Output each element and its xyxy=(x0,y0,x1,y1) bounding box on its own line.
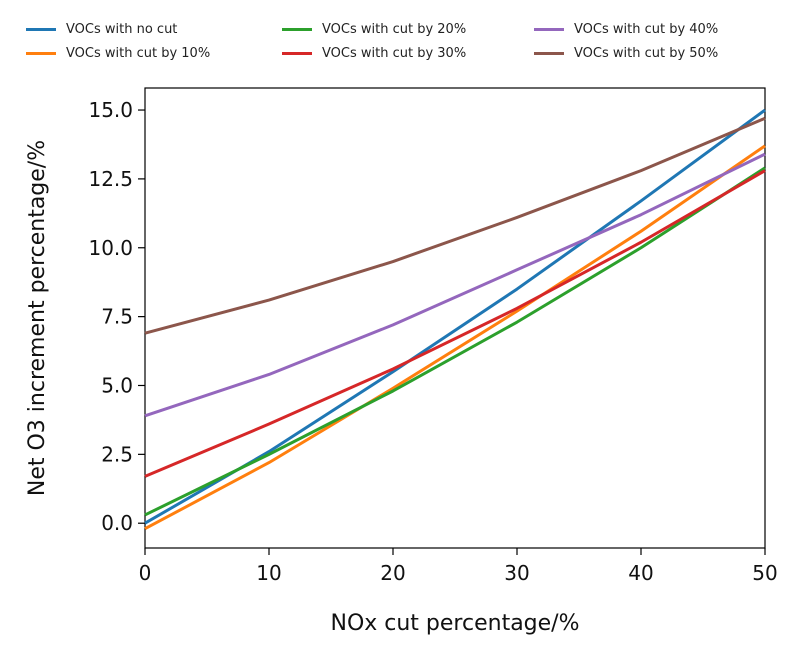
legend-item-cut-20: VOCs with cut by 20% xyxy=(276,18,528,40)
x-tick-label-3: 30 xyxy=(504,561,529,585)
series-line-4 xyxy=(144,152,766,418)
y-tick-label-6: 15.0 xyxy=(88,98,133,122)
legend-swatch-cut-10 xyxy=(26,51,56,55)
series-line-5 xyxy=(144,116,766,335)
legend-item-cut-10: VOCs with cut by 10% xyxy=(20,42,276,64)
legend: VOCs with no cut VOCs with cut by 20% VO… xyxy=(20,18,780,64)
x-tick-label-1: 10 xyxy=(256,561,281,585)
legend-swatch-cut-40 xyxy=(534,27,564,31)
y-axis-title: Net O3 increment percentage/% xyxy=(25,140,50,496)
legend-item-cut-40: VOCs with cut by 40% xyxy=(528,18,758,40)
x-tick-label-0: 0 xyxy=(139,561,152,585)
legend-swatch-cut-50 xyxy=(534,51,564,55)
legend-item-cut-50: VOCs with cut by 50% xyxy=(528,42,758,64)
y-tick-label-2: 5.0 xyxy=(101,373,133,397)
x-tick-label-4: 40 xyxy=(628,561,653,585)
legend-label-cut-40: VOCs with cut by 40% xyxy=(574,21,719,37)
legend-swatch-cut-20 xyxy=(282,27,312,31)
series-line-1 xyxy=(144,144,766,531)
plot-frame xyxy=(144,87,766,549)
x-axis: 0 10 20 30 40 50 xyxy=(139,548,778,585)
legend-label-cut-20: VOCs with cut by 20% xyxy=(322,21,467,37)
y-tick-label-3: 7.5 xyxy=(101,305,133,329)
legend-swatch-cut-30 xyxy=(282,51,312,55)
legend-item-no-cut: VOCs with no cut xyxy=(20,18,276,40)
legend-label-cut-10: VOCs with cut by 10% xyxy=(66,45,211,61)
y-tick-label-4: 10.0 xyxy=(88,236,133,260)
y-tick-label-5: 12.5 xyxy=(88,167,133,191)
y-tick-label-1: 2.5 xyxy=(101,442,133,466)
x-axis-title: NOx cut percentage/% xyxy=(330,611,579,636)
series-line-3 xyxy=(144,169,766,478)
legend-label-cut-30: VOCs with cut by 30% xyxy=(322,45,467,61)
y-axis: 0.0 2.5 5.0 7.5 10.0 12.5 15.0 xyxy=(88,98,145,535)
series-layer xyxy=(144,108,766,531)
series-line-0 xyxy=(144,108,766,525)
x-tick-label-2: 20 xyxy=(380,561,405,585)
legend-item-cut-30: VOCs with cut by 30% xyxy=(276,42,528,64)
y-tick-label-0: 0.0 xyxy=(101,511,133,535)
legend-swatch-no-cut xyxy=(26,27,56,31)
legend-label-no-cut: VOCs with no cut xyxy=(66,21,178,37)
series-line-2 xyxy=(144,166,766,517)
x-tick-label-5: 50 xyxy=(752,561,777,585)
legend-label-cut-50: VOCs with cut by 50% xyxy=(574,45,719,61)
